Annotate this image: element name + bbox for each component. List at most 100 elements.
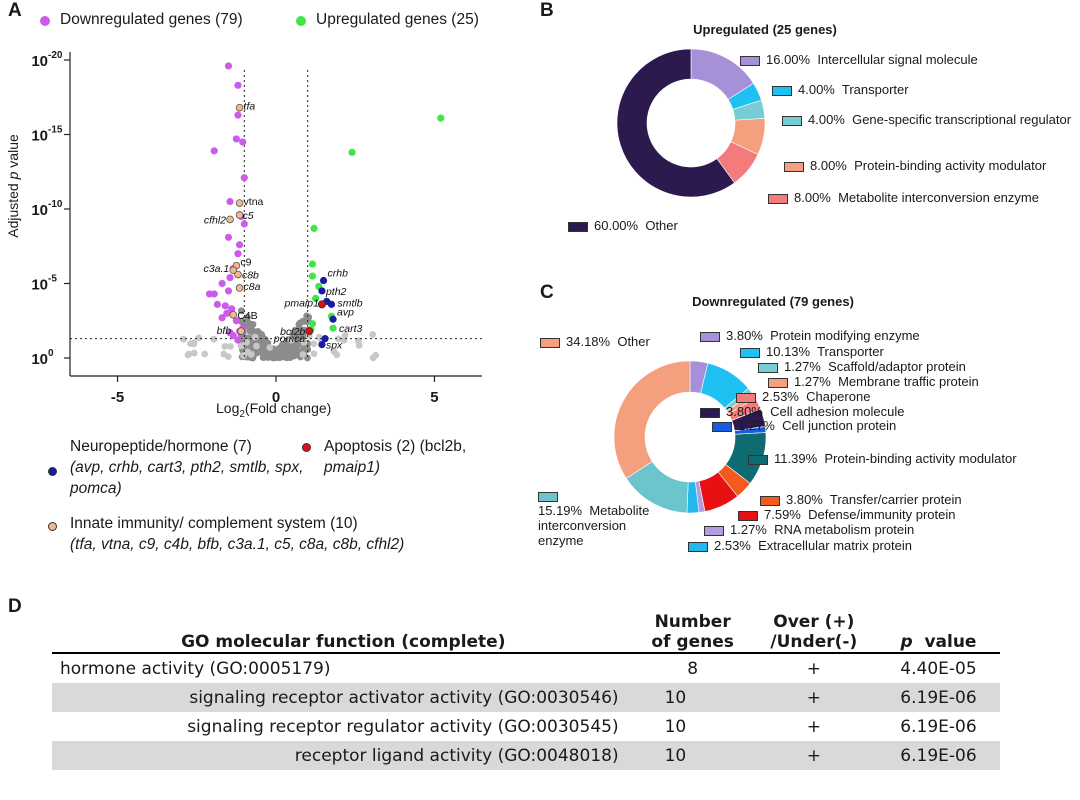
go-cell-function: signaling receptor regulator activity (G… — [187, 716, 619, 737]
go-col-pvalue-rest: value — [912, 632, 977, 652]
legend-percent: 7.59% — [764, 507, 809, 522]
volcano-point-ns — [237, 307, 245, 315]
volcano-point-down — [226, 273, 234, 282]
volcano-point-down — [226, 197, 234, 206]
volcano-point-down — [228, 305, 236, 313]
volcano-gene-label: pmaip1 — [284, 297, 319, 309]
legend-percent: 2.53% — [762, 389, 807, 404]
go-cell-count: 10 — [634, 683, 751, 712]
y-tick-label: 10 — [31, 128, 48, 145]
donut-legend-item: 7.59% Defense/immunity protein — [738, 507, 956, 522]
legend-percent: 3.80% — [726, 328, 771, 343]
legend-percent: 10.13% — [766, 344, 818, 359]
legend-label: RNA metabolism protein — [774, 522, 915, 537]
legend-swatch — [700, 407, 720, 418]
volcano-point-ns — [264, 350, 272, 358]
volcano-point-ns — [295, 321, 303, 328]
y-tick-exponent: -5 — [48, 274, 57, 285]
volcano-point-immune — [229, 310, 238, 319]
go-cell-function: receptor ligand activity (GO:0048018) — [52, 741, 635, 770]
category-neuro: Neuropeptide/hormone (7) (avp, crhb, car… — [70, 436, 310, 499]
donut-c-title: Downregulated (79 genes) — [692, 294, 854, 309]
donut-legend-item: 60.00% Other — [568, 218, 678, 233]
legend-percent: 60.00% — [594, 218, 646, 233]
volcano-point-down — [234, 111, 242, 119]
go-col-direction-line1: Over (+) — [773, 612, 855, 632]
x-tick-label: -5 — [111, 389, 124, 406]
volcano-gene-label: pomca — [273, 333, 306, 345]
go-table-header: GO molecular function (complete) Number … — [52, 612, 1000, 654]
volcano-point-down — [240, 174, 248, 182]
legend-down-label: Downregulated genes (79) — [60, 11, 243, 28]
volcano-point-ns — [294, 330, 302, 338]
volcano-gene-label: spx — [326, 340, 343, 352]
volcano-point-down — [224, 287, 233, 295]
volcano-point-ns — [287, 336, 295, 344]
legend-label: Membrane traffic protein — [838, 374, 979, 389]
volcano-point-down — [218, 314, 226, 322]
volcano-gene-label: vtna — [244, 196, 264, 208]
category-neuro-genes: (avp, crhb, cart3, pth2, smtlb, spx, pom… — [70, 459, 304, 497]
y-axis-title-pre: Adjusted — [5, 179, 21, 238]
go-col-number-line2: of genes — [651, 632, 734, 652]
volcano-point-ns — [227, 342, 234, 350]
volcano-point-down — [224, 233, 233, 241]
volcano-point-down — [234, 81, 242, 89]
legend-percent: 4.00% — [798, 82, 842, 97]
volcano-point-apoptosis — [317, 300, 326, 309]
volcano-x-axis-title: Log2(Fold change) — [216, 400, 331, 420]
volcano-point-up — [308, 272, 317, 280]
legend-swatch — [704, 525, 724, 536]
donut-slice — [614, 360, 691, 479]
volcano-gene-label: c3a.1 — [204, 263, 230, 275]
volcano-point-ns — [290, 348, 298, 356]
volcano-y-axis-title: Adjusted p value — [5, 121, 21, 251]
volcano-point-ns — [190, 349, 198, 357]
go-cell-direction: + — [750, 741, 877, 770]
volcano-point-neuro — [321, 335, 329, 343]
legend-label: Gene-specific transcriptional regulator — [852, 112, 1072, 127]
donut-b-title: Upregulated (25 genes) — [693, 22, 837, 37]
legend-label: Protein-binding activity modulator — [854, 158, 1047, 173]
volcano-point-down — [232, 135, 240, 143]
volcano-gene-label: cfhl2 — [204, 214, 226, 226]
donut-legend-item: 2.53% Extracellular matrix protein — [688, 538, 912, 553]
volcano-point-ns — [249, 327, 257, 335]
volcano-point-down — [218, 279, 226, 288]
legend-percent: 16.00% — [766, 52, 818, 67]
legend-label: Defense/immunity protein — [808, 507, 956, 522]
volcano-point-neuro — [327, 300, 336, 308]
volcano-point-ns — [341, 331, 349, 339]
legend-swatch — [758, 362, 778, 373]
category-swatch-apoptosis — [302, 443, 311, 452]
volcano-gene-label: pth2 — [325, 286, 347, 298]
volcano-point-ns — [369, 331, 377, 338]
legend-label: Protein modifying enzyme — [770, 328, 920, 343]
legend-swatch — [784, 161, 804, 172]
legend-label: Other — [617, 334, 650, 349]
legend-swatch — [736, 392, 756, 403]
category-immune-title: Innate immunity/ complement system (10) — [70, 515, 358, 532]
go-cell-function: hormone activity (GO:0005179) — [60, 658, 331, 679]
y-tick-label: 10 — [31, 277, 48, 294]
legend-swatch — [738, 510, 758, 521]
volcano-point-down — [221, 302, 229, 310]
go-col-function: GO molecular function (complete) — [52, 612, 635, 654]
go-cell-direction: + — [806, 658, 821, 679]
panel-label-d: D — [8, 596, 22, 617]
legend-swatch — [772, 85, 792, 96]
legend-label: Chaperone — [806, 389, 871, 404]
volcano-point-ns — [369, 354, 377, 362]
go-cell-direction: + — [806, 716, 821, 737]
go-cell-pvalue: 6.19E-06 — [876, 683, 1000, 712]
volcano-point-ns — [276, 345, 284, 353]
legend-label: Metabolite interconversion enzyme — [538, 503, 650, 548]
volcano-gene-label: bfb — [217, 325, 232, 337]
panel-label-a: A — [8, 0, 22, 21]
go-table-row: hormone activity (GO:0005179) 8 + 4.40E-… — [52, 653, 1000, 683]
donut-legend-item: 16.00% Intercellular signal molecule — [740, 52, 978, 67]
volcano-series — [205, 62, 445, 349]
volcano-point-down — [239, 138, 247, 146]
volcano-point-neuro — [318, 340, 326, 349]
